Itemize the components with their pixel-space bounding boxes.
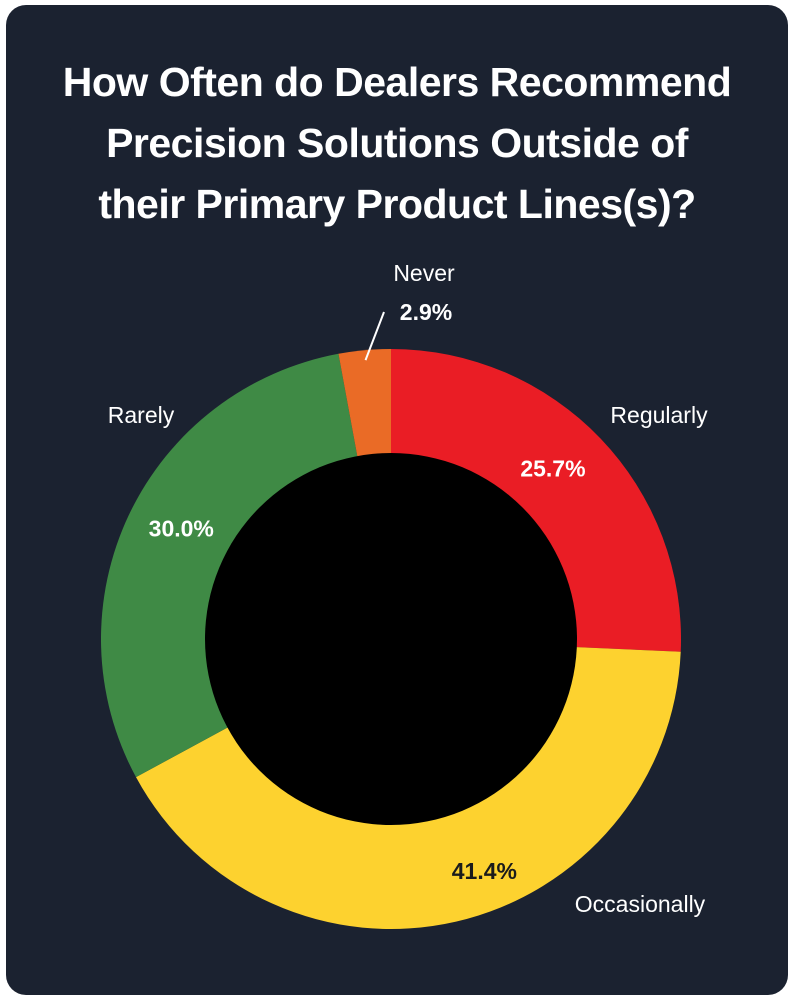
value-label-never: 2.9%	[400, 299, 452, 325]
chart-title-line-1: How Often do Dealers Recommend	[62, 59, 732, 105]
donut-center	[205, 453, 577, 825]
category-label-rarely: Rarely	[108, 402, 175, 428]
chart-title-line-2: Precision Solutions Outside of	[106, 120, 688, 166]
category-label-regularly: Regularly	[610, 402, 708, 428]
value-label-regularly: 25.7%	[520, 455, 585, 481]
chart-title-line-3: their Primary Product Lines(s)?	[98, 181, 696, 227]
value-label-rarely: 30.0%	[149, 515, 214, 541]
never-leader-line	[364, 311, 385, 361]
chart-title: How Often do Dealers Recommend Precision…	[6, 52, 788, 235]
category-label-occasionally: Occasionally	[575, 891, 706, 917]
category-label-never: Never	[393, 260, 455, 286]
value-label-occasionally: 41.4%	[452, 858, 517, 884]
